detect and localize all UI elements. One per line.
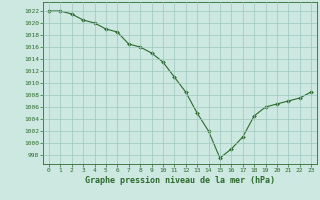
X-axis label: Graphe pression niveau de la mer (hPa): Graphe pression niveau de la mer (hPa) <box>85 176 275 185</box>
